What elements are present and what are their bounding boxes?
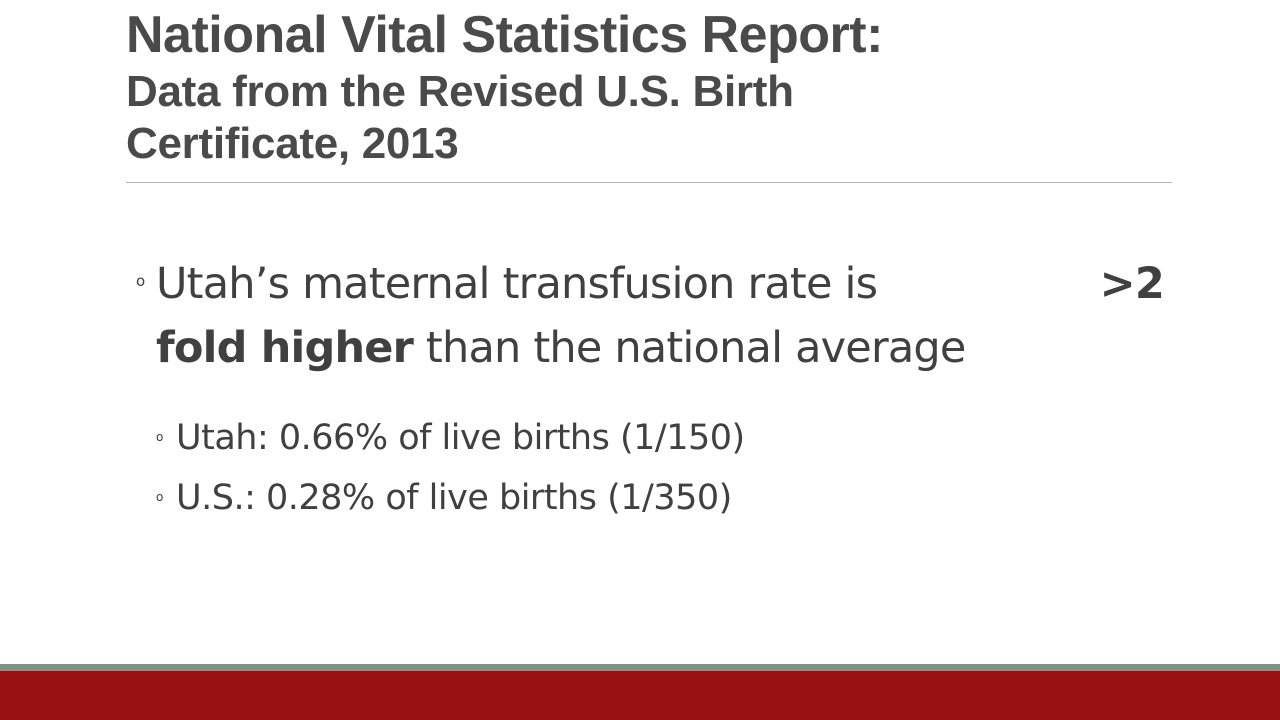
sub-bullet-utah: o Utah: 0.66% of live births (1/150) [156, 408, 1176, 468]
main-bullet-text-continued: than the national average [413, 323, 966, 373]
bullet-list: o Utah’s maternal transfusion rate is >2… [136, 252, 1176, 528]
bullet-circle-icon: o [136, 272, 145, 290]
title-subtitle: Data from the Revised U.S. Birth Certifi… [126, 67, 794, 168]
footer-bar [0, 671, 1280, 720]
sub-bullet-list: o Utah: 0.66% of live births (1/150) o U… [136, 408, 1176, 528]
main-bullet-line-1: Utah’s maternal transfusion rate is >2 [156, 252, 1165, 316]
main-bullet-emphasis-phrase: fold higher [156, 323, 414, 373]
bullet-circle-icon: o [156, 430, 163, 444]
main-bullet: o Utah’s maternal transfusion rate is >2… [136, 252, 1176, 380]
sub-bullet-text: Utah: 0.66% of live births (1/150) [176, 418, 745, 458]
slide-title: National Vital Statistics Report: Data f… [126, 4, 1172, 170]
sub-bullet-text: U.S.: 0.28% of live births (1/350) [176, 478, 732, 518]
bullet-circle-icon: o [156, 490, 163, 504]
main-bullet-line-2: fold higher than the national average [156, 316, 1176, 380]
title-main: National Vital Statistics Report: [126, 6, 883, 64]
footer-accent-stripe [0, 664, 1280, 671]
main-bullet-emphasis-ratio: >2 [1099, 259, 1165, 309]
title-divider [126, 182, 1172, 183]
main-bullet-text: Utah’s maternal transfusion rate is [156, 259, 878, 309]
sub-bullet-us: o U.S.: 0.28% of live births (1/350) [156, 468, 1176, 528]
